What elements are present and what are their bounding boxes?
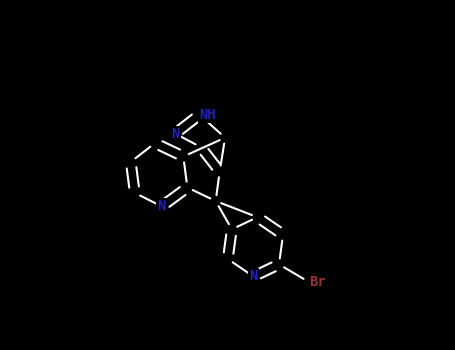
Text: N: N bbox=[157, 199, 166, 213]
Text: N: N bbox=[249, 270, 258, 284]
Text: NH: NH bbox=[199, 108, 216, 122]
Text: N: N bbox=[171, 127, 179, 141]
Text: Br: Br bbox=[308, 275, 325, 289]
